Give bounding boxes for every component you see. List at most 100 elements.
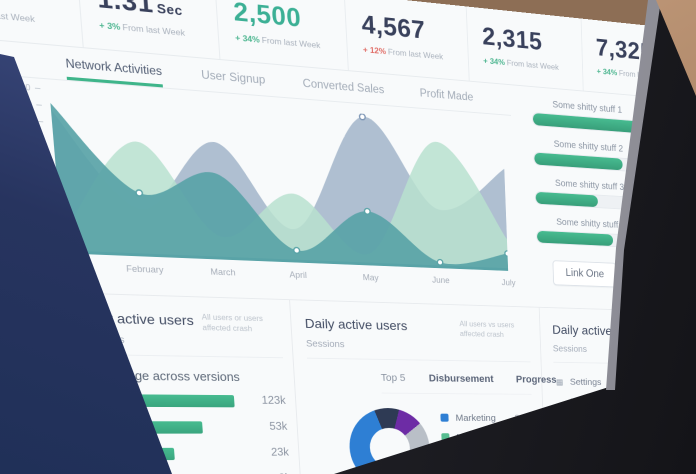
divider xyxy=(83,353,283,358)
stat-value: 4,567 xyxy=(360,9,426,45)
stat-value: 7,325 xyxy=(595,32,653,66)
x-axis-label: July xyxy=(501,277,516,288)
progress-fill xyxy=(536,230,614,247)
y-axis-label: 0 xyxy=(18,246,55,257)
legend-label: Marketing xyxy=(455,412,497,424)
link-eight-button[interactable]: Link Eight xyxy=(624,263,690,291)
usage-row: 5.1.5.4 23k xyxy=(91,447,289,460)
menu-item-label: Settings xyxy=(569,376,602,388)
version-label: 5.1.5.3 xyxy=(88,422,119,432)
card-app-usage: Daily active users All users or users af… xyxy=(0,290,307,474)
tab-disbursement[interactable]: Disbursement xyxy=(428,372,494,385)
data-point-marker xyxy=(437,259,443,265)
area-chart-plot xyxy=(49,92,509,271)
progress-group: Some shitty stuff 4 xyxy=(536,216,695,250)
menu-item-label: Auto Renewal xyxy=(595,413,649,424)
legend-label: Media xyxy=(456,431,482,443)
subscription-icon: ≡ xyxy=(570,396,575,405)
stat-2500: 2,500 + 34%From last Week xyxy=(215,0,349,71)
card-aside-note: All users or users affected crash xyxy=(201,312,264,333)
divider xyxy=(306,357,531,362)
tab-user-signup[interactable]: User Signup xyxy=(200,69,266,87)
stat-value: 2,500 xyxy=(232,0,302,33)
usage-row: 5.1.5.3 53k xyxy=(88,420,288,434)
card-disbursement: Daily active users All users vs users af… xyxy=(290,300,557,474)
disbursement-tab-bar: Top 5 Disbursement Progress xyxy=(380,372,557,395)
legend-row: Media 10% xyxy=(441,428,534,448)
achievements-icon: ✎ xyxy=(595,431,602,441)
usage-row: 5.1.5.3 123k xyxy=(86,393,287,408)
tab-profit-made[interactable]: Profit Made xyxy=(419,87,474,104)
account-box-title: Account xyxy=(674,345,696,357)
y-axis-label: 60 xyxy=(9,148,47,160)
account-amount: €0.000 xyxy=(687,378,696,388)
menu-item-label: Auto Renewal xyxy=(621,448,674,460)
stat-2315: 2,315 + 34%From last Week xyxy=(466,6,584,91)
achievements-icon: ✎ xyxy=(620,467,627,474)
y-axis-label: 10 xyxy=(17,230,54,241)
legend-row: Awareness15% xyxy=(443,466,535,474)
y-axis-label: 100 xyxy=(3,81,41,93)
legend-label: Awareness xyxy=(458,470,517,474)
y-axis-label: 80 xyxy=(6,115,44,127)
settings-icon: ▦ xyxy=(555,377,564,387)
card-title: Daily active users xyxy=(304,315,408,333)
usage-bar-fill xyxy=(136,447,175,460)
y-axis-label: 50 xyxy=(11,164,48,175)
legend-value: 30% xyxy=(514,412,533,424)
account-box: Account €0.00 €0.000 Balance xyxy=(627,334,696,413)
tab-top-5[interactable]: Top 5 xyxy=(380,372,406,384)
tab-converted-sales[interactable]: Converted Sales xyxy=(302,77,385,97)
x-axis-label: June xyxy=(431,275,450,286)
x-axis-label: March xyxy=(210,266,236,278)
link-one-button[interactable]: Link One xyxy=(552,260,617,288)
menu-item-label: Subscription xyxy=(582,395,631,406)
data-point-marker xyxy=(505,251,509,257)
menu-item-achievements[interactable]: ✎ Achievements xyxy=(593,428,696,446)
legend-swatch xyxy=(440,413,449,422)
card-header: Daily active users All users or users af… xyxy=(79,310,281,336)
donut-chart xyxy=(347,407,432,474)
card-subtitle: Sessions xyxy=(305,338,345,350)
data-point-marker xyxy=(364,208,370,214)
version-label: 5.1.5.3 xyxy=(86,395,117,405)
usage-value: 53k xyxy=(269,421,288,433)
usage-bar xyxy=(132,393,245,407)
account-balance-label: Balance xyxy=(683,394,696,404)
donut-section: Marketing 30% Media 10% Engagement 20% Awarene… xyxy=(347,407,535,474)
y-axis-label: 30 xyxy=(14,197,51,208)
x-axis-label: April xyxy=(289,269,308,280)
usage-value: 123k xyxy=(261,395,287,407)
legend-swatch xyxy=(441,433,450,442)
progress-fill xyxy=(535,191,598,208)
menu-item-label: Achievements xyxy=(633,466,686,474)
donut-legend: Marketing 30% Media 10% Engagement 20% Awarene… xyxy=(440,408,535,474)
menu-item-label: Achievements xyxy=(608,431,662,442)
card-subtitle: Sessions xyxy=(81,333,125,346)
account-amount: €0.00 xyxy=(691,362,696,373)
menu-item-achievements[interactable]: ✎ Achievements xyxy=(618,462,696,474)
progress-panel: Some shitty stuff 1 Some shitty stuff 2 … xyxy=(510,85,695,312)
progress-fill xyxy=(534,152,623,171)
card-aside-note: All users vs users affected crash xyxy=(459,319,515,339)
renewal-icon: ▣ xyxy=(607,449,615,459)
legend-value: 20% xyxy=(515,450,535,462)
legend-label: Engagement xyxy=(457,451,510,462)
y-axis-label: 20 xyxy=(15,214,52,225)
legend-row: Engagement 20% xyxy=(442,447,534,467)
usage-bar xyxy=(134,420,247,434)
legend-value: 10% xyxy=(515,431,534,443)
usage-section-title: App Usage across versions xyxy=(84,368,241,384)
panel-buttons: Link One Link Eight xyxy=(552,260,694,291)
stat-4567: 4,567 + 12%From last Week xyxy=(344,0,470,81)
menu-item-auto-renewal[interactable]: ▣ Auto Renewal xyxy=(606,445,696,463)
usage-bar-fill xyxy=(134,420,204,434)
progress-group: Some shitty stuff 1 xyxy=(531,98,692,138)
stat-7325: 7,325 + 34%From last Week xyxy=(582,19,692,100)
progress-group: Some shitty stuff 3 xyxy=(534,177,693,213)
y-axis-label: 90 xyxy=(5,98,42,110)
stat-partial: % From last Week xyxy=(0,0,84,48)
legend-swatch xyxy=(442,452,451,461)
